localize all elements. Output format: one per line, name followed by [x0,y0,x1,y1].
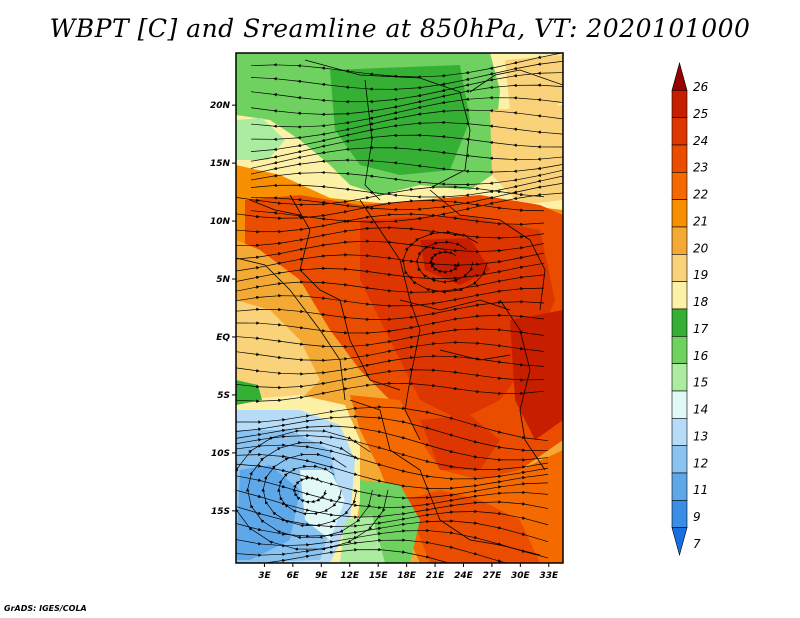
colorbar-swatch [671,281,688,310]
lat-tick-label: 15S [211,507,230,517]
colorbar-label: 11 [693,483,708,497]
colorbar-swatch [671,61,688,91]
colorbar-swatch [671,445,688,474]
colorbar-swatch [671,418,688,446]
lon-tick-label: 9E [315,571,328,581]
colorbar-label: 23 [693,161,708,175]
lon-tick-label: 18E [397,571,417,581]
colorbar-label: 15 [693,376,708,390]
colorbar-label: 13 [693,429,708,443]
lat-tick-label: 10N [210,217,231,227]
lat-tick-label: 20N [210,101,231,111]
colorbar-swatch [671,90,688,118]
colorbar-label: 24 [693,134,708,148]
colorbar-swatch [671,527,688,557]
longitude-axis: 3E 6E 9E 12E 15E 18E 21E 24E 27E 30E 33E [258,563,559,581]
colorbar-label: 9 [693,510,701,524]
lat-tick-label: 5S [217,391,230,401]
colorbar-label: 22 [693,188,708,202]
latitude-axis: 20N 15N 10N 5N EQ 5S 10S 15S [210,101,236,517]
lon-tick-label: 33E [539,571,559,581]
lon-tick-label: 24E [454,571,474,581]
streamline [236,381,545,403]
colorbar-label: 18 [693,295,709,309]
colorbar-swatch [671,254,688,282]
colorbar-label: 25 [693,107,708,121]
streamline [258,547,526,563]
colorbar-swatch [671,144,688,173]
colorbar-swatch [671,117,688,146]
map-frame [235,52,564,564]
lon-tick-label: 27E [483,571,503,581]
colorbar-swatch [671,336,688,364]
colorbar-swatch [671,500,688,528]
lat-tick-label: 15N [210,159,231,169]
lon-tick-label: 3E [258,571,271,581]
colorbar-label: 26 [693,80,709,94]
streamline [236,262,545,282]
colorbar-swatch [671,390,688,419]
colorbar: 26 25 24 23 22 21 20 19 18 17 16 15 14 13 12 11 9 7 [671,61,709,557]
colorbar-swatch [671,199,688,228]
colorbar-label: 20 [693,241,709,255]
lat-tick-label: 10S [211,449,230,459]
colorbar-label: 12 [693,456,708,470]
lon-tick-label: 12E [340,571,360,581]
grads-credit: GrADS: IGES/COLA [4,604,87,613]
colorbar-label: 14 [693,403,708,417]
colorbar-swatch [671,172,688,200]
colorbar-label: 16 [693,349,709,363]
streamline [401,230,488,294]
lat-tick-label: EQ [216,333,230,343]
colorbar-label: 17 [693,322,709,336]
lon-tick-label: 30E [511,571,531,581]
wbpt-shaded-field [236,53,563,563]
colorbar-label: 7 [693,537,701,551]
lon-tick-label: 6E [287,571,300,581]
streamline [236,252,545,272]
colorbar-label: 21 [693,214,708,228]
lon-tick-label: 21E [426,571,446,581]
colorbar-swatch [671,226,688,255]
colorbar-swatch [671,472,688,501]
colorbar-label: 19 [693,268,708,282]
lon-tick-label: 15E [369,571,389,581]
streamline [236,239,545,260]
map-title: WBPT [C] and Sreamline at 850hPa, VT: 20… [49,14,751,43]
lat-tick-label: 5N [216,275,230,285]
colorbar-swatch [671,308,688,337]
streamlines [236,53,563,563]
colorbar-swatch [671,363,688,392]
